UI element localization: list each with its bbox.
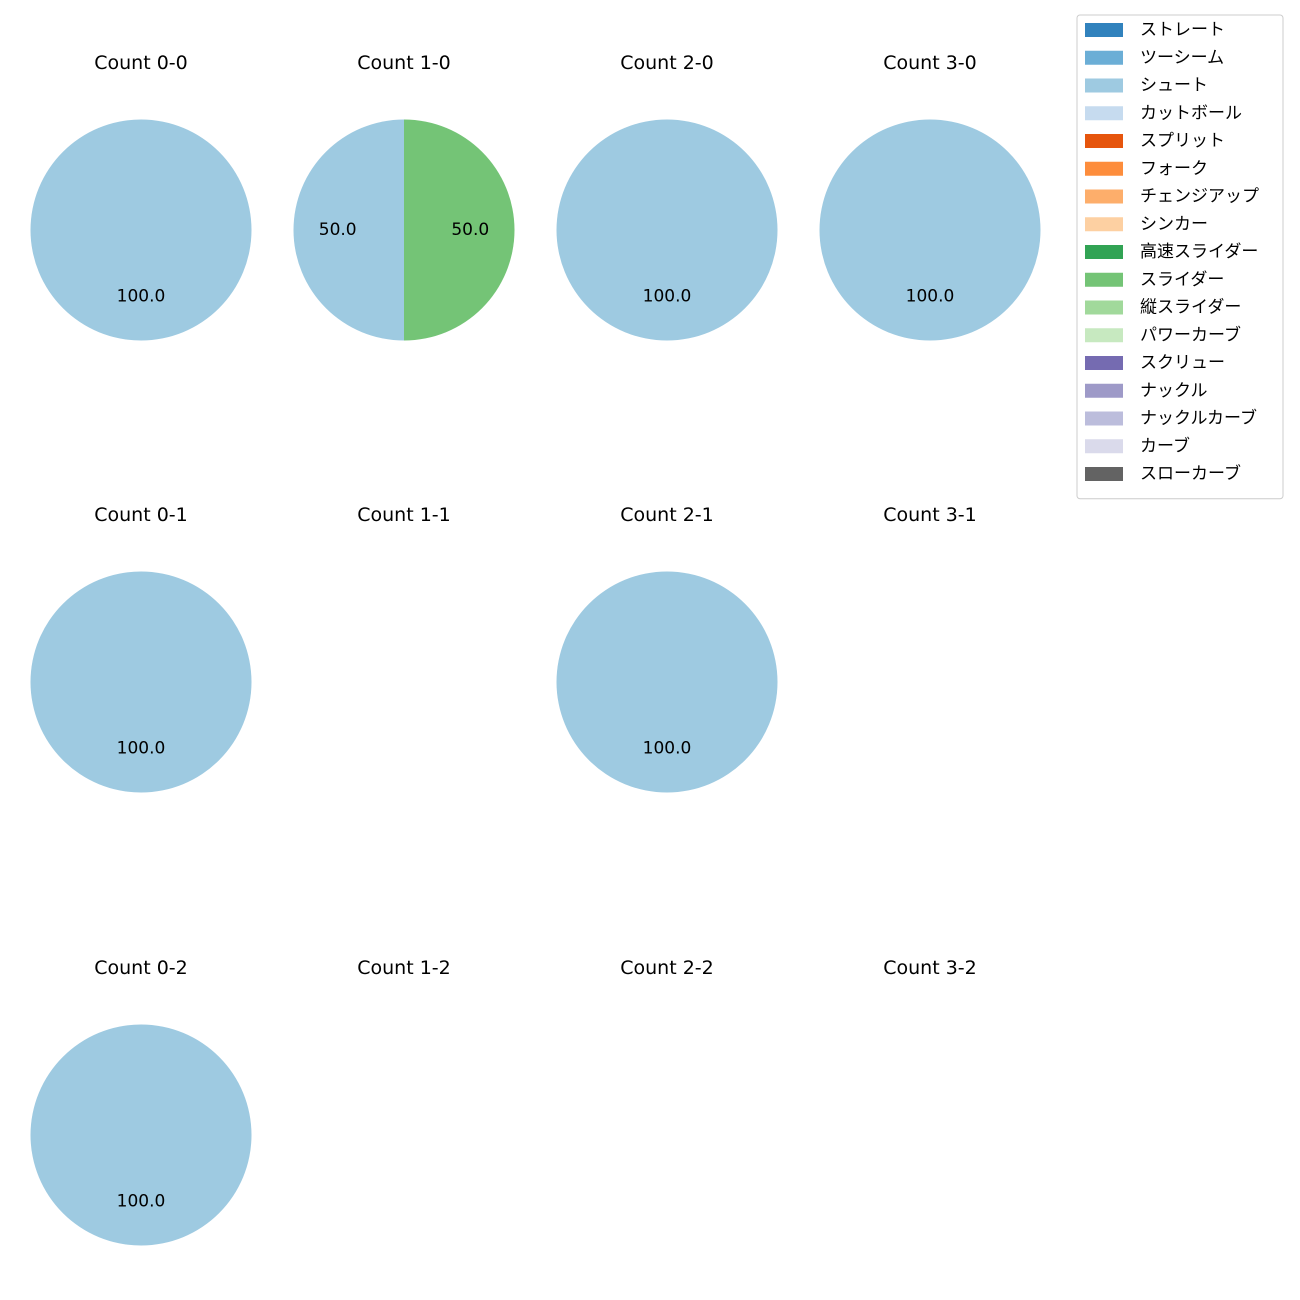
subplot-title: Count 2-0 [620,52,714,74]
pie-subplot: Count 2-2 [620,957,714,979]
legend-entry: カーブ [1085,435,1190,456]
pie-slice [30,119,252,341]
subplot-title: Count 2-2 [620,957,714,979]
legend-entry: ナックル [1085,381,1208,401]
pie-subplot: Count 0-0 100.0 [30,52,252,341]
subplot-title: Count 3-1 [883,504,977,526]
pie-subplot: Count 3-0 100.0 [819,52,1041,341]
legend-swatch [1085,161,1123,176]
legend-entry: スライダー [1085,270,1224,290]
legend-label: スローカーブ [1140,463,1241,484]
subplot-title: Count 3-2 [883,957,977,979]
pie-subplot: Count 2-0 100.0 [556,52,778,341]
legend-label: 縦スライダー [1140,298,1241,318]
legend-swatch [1085,356,1123,370]
legend-swatch [1085,300,1123,315]
pie-subplot: Count 1-1 [357,504,451,526]
legend-swatch [1085,106,1123,121]
pie-slice [293,119,404,341]
legend-swatch [1085,23,1123,37]
slice-label: 100.0 [643,286,692,306]
legend-swatch [1085,439,1123,454]
legend-label: パワーカーブ [1140,324,1241,345]
legend-swatch [1085,245,1123,259]
legend: ストレートツーシームシュートカットボールスプリットフォークチェンジアップシンカー… [1076,14,1284,500]
legend-label: スプリット [1140,131,1225,151]
subplot-title: Count 1-0 [357,52,451,74]
slice-label: 100.0 [643,738,692,758]
pie-slice [30,1024,252,1246]
subplot-title: Count 0-1 [94,504,188,526]
legend-label: シュート [1140,76,1208,96]
legend-swatch [1085,134,1123,148]
legend-entry: チェンジアップ [1085,187,1259,207]
legend-entry: シンカー [1085,214,1208,234]
pie-subplot: Count 0-2 100.0 [30,957,252,1246]
pie-subplot: Count 1-2 [357,957,451,979]
pie-slice [556,119,778,341]
slice-label: 100.0 [906,286,955,306]
subplot-title: Count 2-1 [620,504,714,526]
legend-entry: フォーク [1085,159,1208,179]
subplot-title: Count 0-2 [94,957,188,979]
legend-entry: ストレート [1085,20,1225,40]
legend-label: ストレート [1140,20,1225,40]
legend-swatch [1085,328,1123,343]
legend-swatch [1085,78,1123,93]
legend-swatch [1085,411,1123,426]
legend-entry: スローカーブ [1085,463,1241,484]
legend-swatch [1085,217,1123,232]
pie-subplot: Count 3-1 [883,504,977,526]
legend-entry: 高速スライダー [1085,242,1258,262]
slice-label: 100.0 [117,738,166,758]
legend-swatch [1085,189,1123,204]
legend-swatch [1085,50,1123,65]
slice-label: 100.0 [117,1191,166,1211]
legend-swatch [1085,272,1123,287]
pie-slice [30,571,252,793]
legend-label: ナックル [1140,381,1208,401]
legend-label: カットボール [1140,103,1242,123]
legend-entry: 縦スライダー [1085,298,1241,318]
legend-label: 高速スライダー [1140,242,1258,262]
legend-frame [1076,14,1284,500]
pie-slice [404,119,515,341]
legend-label: スクリュー [1140,353,1225,373]
legend-entry: スクリュー [1085,353,1225,373]
legend-label: カーブ [1140,435,1190,456]
slice-label: 100.0 [117,286,166,306]
pie-slice [819,119,1041,341]
subplot-title: Count 1-1 [357,504,451,526]
pie-subplot: Count 3-2 [883,957,977,979]
legend-label: シンカー [1140,214,1208,234]
legend-entry: パワーカーブ [1085,324,1241,345]
subplot-title: Count 3-0 [883,52,977,74]
legend-entry: カットボール [1085,103,1242,123]
legend-entry: スプリット [1085,131,1225,151]
legend-label: チェンジアップ [1140,187,1259,207]
pie-subplot: Count 1-0 50.0 50.0 [293,52,515,341]
legend-entry: ナックルカーブ [1085,408,1257,429]
subplot-title: Count 0-0 [94,52,188,74]
legend-label: フォーク [1140,159,1208,179]
pie-subplot: Count 0-1 100.0 [30,504,252,793]
legend-entry: シュート [1085,76,1208,96]
legend-swatch [1085,467,1123,481]
legend-label: スライダー [1140,270,1224,290]
slice-label: 50.0 [451,220,489,240]
legend-swatch [1085,383,1123,398]
pie-slice [556,571,778,793]
legend-entry: ツーシーム [1085,48,1224,68]
pie-subplot: Count 2-1 100.0 [556,504,778,793]
legend-label: ツーシーム [1140,48,1224,68]
slice-label: 50.0 [319,220,357,240]
subplot-title: Count 1-2 [357,957,451,979]
legend-label: ナックルカーブ [1140,408,1257,429]
